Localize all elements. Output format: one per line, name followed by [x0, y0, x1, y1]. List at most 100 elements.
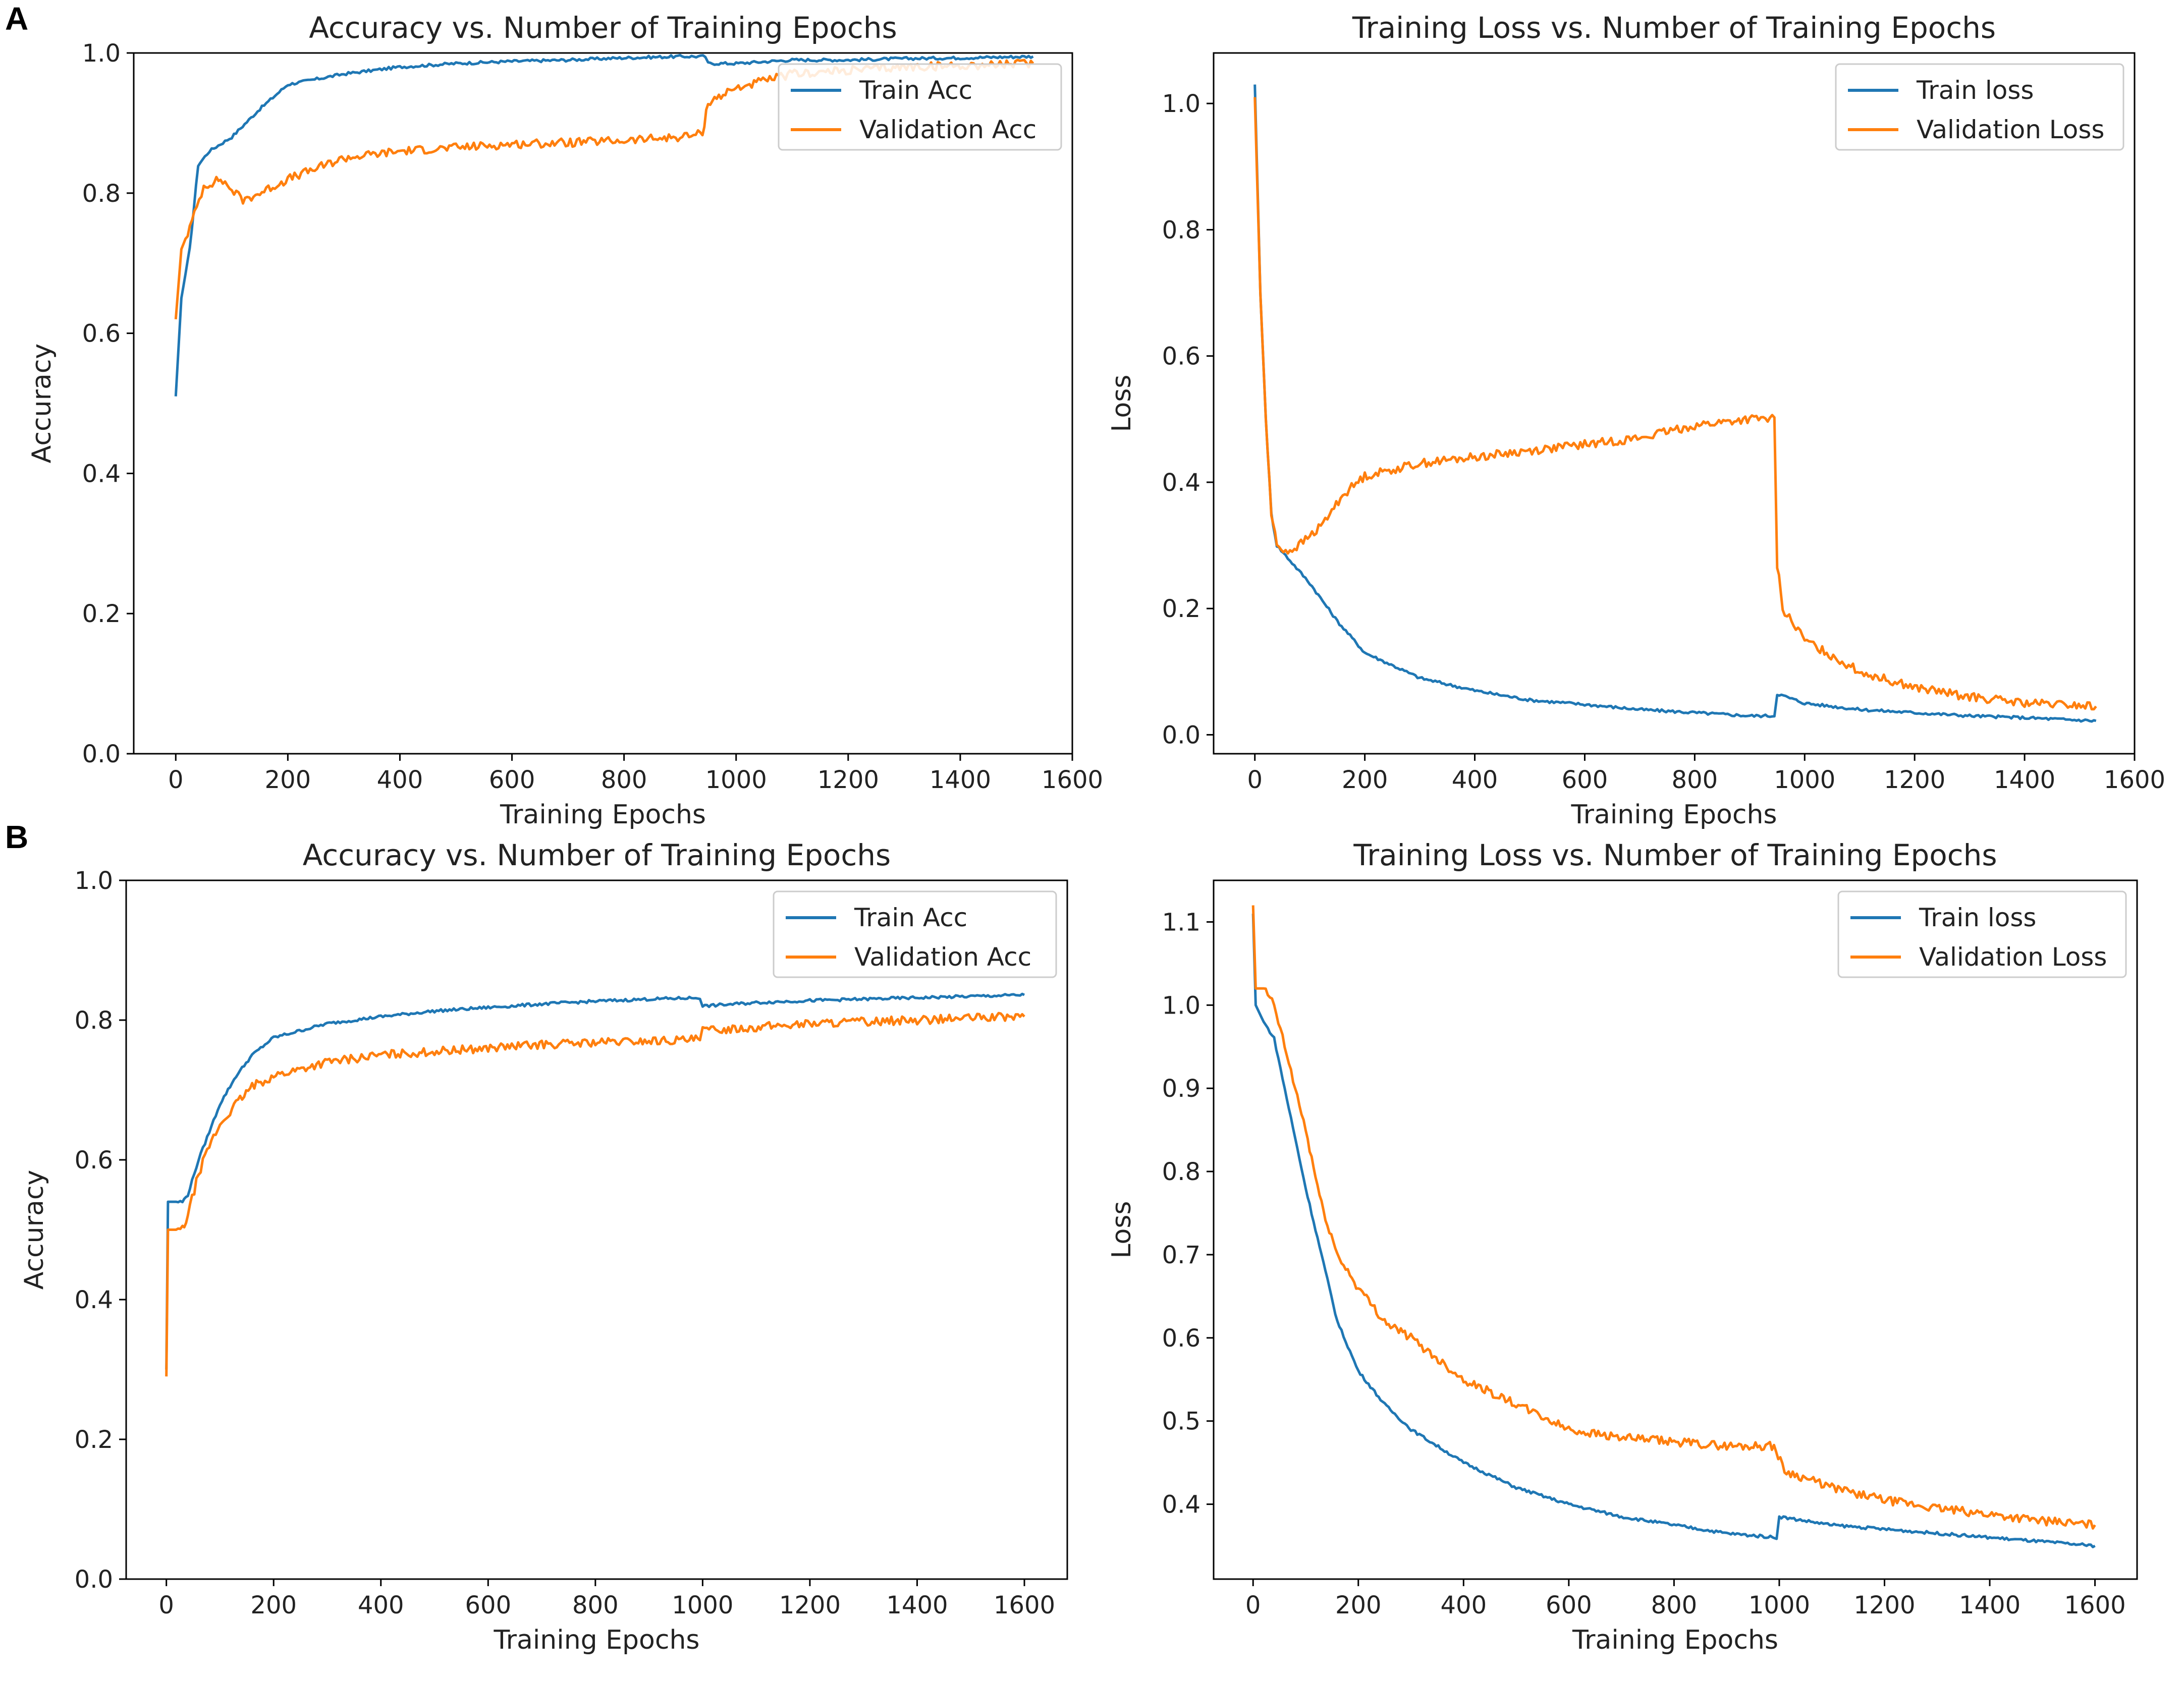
series-line-0	[167, 994, 1024, 1369]
legend: Train loss Validation Loss	[1838, 891, 2126, 977]
y-tick-label: 0.6	[1162, 343, 1200, 371]
y-tick-label: 0.6	[1162, 1324, 1200, 1353]
y-tick-label: 0.8	[82, 180, 121, 208]
x-tick-label: 0	[1247, 766, 1263, 794]
x-tick-label: 200	[265, 766, 311, 794]
legend-label-1: Validation Loss	[1919, 942, 2107, 972]
y-axis-label: Loss	[1107, 1201, 1137, 1258]
x-tick-label: 0	[158, 1591, 174, 1619]
chart-title: Training Loss vs. Number of Training Epo…	[1353, 838, 1997, 872]
legend: Train Acc Validation Acc	[779, 64, 1061, 150]
y-tick-label: 0.6	[82, 320, 121, 348]
y-tick-label: 0.0	[75, 1565, 113, 1594]
plot-area	[1253, 906, 2095, 1547]
legend-label-0: Train Acc	[859, 76, 972, 105]
y-tick-label: 0.8	[1162, 1158, 1200, 1186]
y-tick-label: 0.5	[1162, 1408, 1200, 1436]
legend-label-0: Train Acc	[854, 903, 967, 932]
x-tick-label: 1600	[1042, 766, 1103, 794]
x-tick-label: 1200	[1853, 1591, 1915, 1619]
x-axis-label: Training Epochs	[493, 1625, 699, 1655]
chart-title: Accuracy vs. Number of Training Epochs	[309, 11, 897, 45]
legend-label-1: Validation Acc	[854, 942, 1031, 972]
legend-label-1: Validation Acc	[859, 115, 1036, 144]
figure: 0 200 400 600 800 1000 1200 1400 1600 0.0 0.2 0.4 0.…	[0, 0, 2184, 1681]
legend-label-0: Train loss	[1919, 903, 2036, 932]
x-tick-label: 800	[601, 766, 647, 794]
x-tick-label: 1200	[779, 1591, 841, 1619]
y-tick-label: 0.0	[1162, 721, 1200, 749]
x-axis-label: Training Epochs	[500, 800, 706, 830]
series-line-1	[167, 1013, 1024, 1376]
y-tick-label: 0.4	[1162, 1491, 1200, 1519]
y-tick-label: 0.9	[1162, 1075, 1200, 1103]
axes-frame	[126, 880, 1067, 1579]
plot-area	[1255, 85, 2096, 721]
chart-3: 0 200 400 600 800 1000 1200 1400 1600 0.4 0.5 0.6 0.…	[1107, 838, 2137, 1655]
y-tick-label: 0.2	[75, 1426, 113, 1454]
x-tick-label: 200	[1342, 766, 1388, 794]
y-tick-label: 0.2	[1162, 595, 1200, 623]
y-tick-label: 0.7	[1162, 1241, 1200, 1269]
y-tick-label: 0.4	[1162, 469, 1200, 497]
y-tick-label: 0.0	[82, 740, 121, 768]
legend: Train Acc Validation Acc	[774, 891, 1056, 977]
y-tick-label: 1.0	[1162, 991, 1200, 1020]
x-tick-label: 400	[1440, 1591, 1487, 1619]
legend-label-1: Validation Loss	[1917, 115, 2104, 144]
axes-frame	[1214, 53, 2135, 754]
y-tick-label: 1.0	[82, 39, 121, 68]
series-line-0	[1255, 85, 2096, 721]
x-tick-label: 1400	[1994, 766, 2055, 794]
x-tick-label: 400	[358, 1591, 404, 1619]
chart-2: 0 200 400 600 800 1000 1200 1400 1600 0.0 0.2 0.4 0.…	[19, 838, 1067, 1655]
x-tick-label: 800	[572, 1591, 619, 1619]
y-axis-label: Loss	[1107, 374, 1137, 432]
x-tick-label: 1000	[672, 1591, 733, 1619]
series-line-1	[1255, 97, 2096, 709]
x-tick-label: 1000	[1774, 766, 1835, 794]
y-axis-label: Accuracy	[19, 1170, 49, 1290]
plot-area	[167, 994, 1024, 1376]
x-tick-label: 1400	[886, 1591, 948, 1619]
y-axis-label: Accuracy	[27, 344, 57, 463]
x-axis-label: Training Epochs	[1570, 800, 1777, 830]
y-tick-label: 1.0	[1162, 90, 1200, 118]
chart-title: Accuracy vs. Number of Training Epochs	[303, 838, 891, 872]
chart-0: 0 200 400 600 800 1000 1200 1400 1600 0.0 0.2 0.4 0.…	[27, 11, 1103, 830]
x-tick-label: 1600	[2064, 1591, 2126, 1619]
y-tick-label: 0.8	[75, 1006, 113, 1035]
x-tick-label: 200	[1335, 1591, 1382, 1619]
x-tick-label: 600	[1562, 766, 1608, 794]
x-tick-label: 0	[1245, 1591, 1261, 1619]
x-tick-label: 1200	[817, 766, 879, 794]
x-tick-label: 1000	[705, 766, 767, 794]
x-tick-label: 0	[168, 766, 184, 794]
x-tick-label: 600	[465, 1591, 511, 1619]
x-tick-label: 1000	[1749, 1591, 1810, 1619]
x-tick-label: 800	[1651, 1591, 1698, 1619]
chart-title: Training Loss vs. Number of Training Epo…	[1352, 11, 1996, 45]
x-tick-label: 1200	[1884, 766, 1945, 794]
series-line-0	[1253, 914, 2095, 1547]
y-tick-label: 0.4	[75, 1286, 113, 1314]
y-tick-label: 0.2	[82, 600, 121, 628]
x-tick-label: 600	[489, 766, 535, 794]
x-tick-label: 1600	[2104, 766, 2165, 794]
y-tick-label: 1.0	[75, 867, 113, 895]
y-tick-label: 0.6	[75, 1146, 113, 1174]
legend-label-0: Train loss	[1916, 76, 2034, 105]
x-tick-label: 1400	[930, 766, 991, 794]
x-tick-label: 1400	[1959, 1591, 2021, 1619]
axes-frame	[134, 53, 1072, 754]
x-tick-label: 400	[377, 766, 423, 794]
y-tick-label: 0.4	[82, 460, 121, 488]
x-tick-label: 600	[1546, 1591, 1592, 1619]
x-axis-label: Training Epochs	[1572, 1625, 1778, 1655]
legend: Train loss Validation Loss	[1836, 64, 2123, 150]
y-tick-label: 1.1	[1162, 908, 1200, 936]
x-tick-label: 400	[1452, 766, 1498, 794]
chart-1: 0 200 400 600 800 1000 1200 1400 1600 0.0 0.2 0.4 0.…	[1107, 11, 2165, 830]
series-line-1	[1253, 906, 2095, 1529]
x-tick-label: 1600	[994, 1591, 1055, 1619]
